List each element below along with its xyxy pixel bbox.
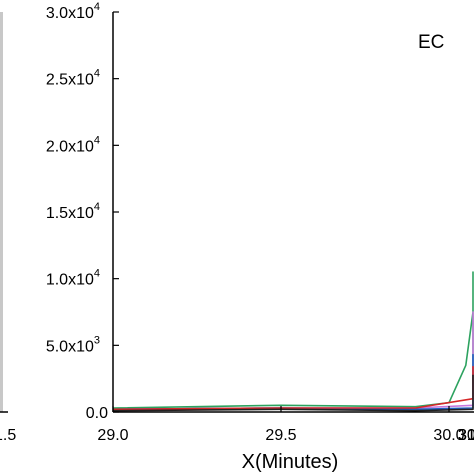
x-axis: 29.0 29.5 30.030.531.031.	[97, 406, 474, 444]
series-line-0	[112, 271, 474, 409]
y-tick-label-2: 1.0x104	[46, 268, 100, 289]
series-line-1	[112, 311, 474, 411]
y-axis: 0.0 5.0x103 1.0x104 1.5x104 2.0x104 2.5x104 3.…	[46, 1, 119, 422]
plot-area: 0.0 5.0x103 1.0x104 1.5x104 2.0x104 2.5x104 3.…	[46, 1, 474, 444]
series-layer	[112, 271, 474, 412]
series-line-4	[112, 374, 474, 412]
y-tick-label-3: 1.5x104	[46, 201, 100, 222]
panel-label: EC	[418, 32, 444, 53]
x-tick-label-0: 29.0	[97, 427, 128, 444]
series-line-2	[112, 353, 474, 411]
y-tick-label-1: 5.0x103	[46, 334, 100, 355]
left-panel-axis-fragment	[0, 12, 3, 412]
left-panel-tick-label: 1.5	[0, 427, 16, 444]
y-tick-label-0: 0.0	[86, 405, 108, 422]
y-tick-label-4: 2.0x104	[46, 134, 100, 155]
x-tick-label-4: 31.0	[458, 427, 474, 444]
x-axis-title: X(Minutes)	[242, 451, 339, 473]
y-tick-label-6: 3.0x104	[46, 1, 100, 22]
x-tick-label-1: 29.5	[265, 427, 296, 444]
x-tick-label-2: 30.0	[433, 427, 464, 444]
series-line-3	[112, 365, 474, 411]
x-tick-label-3: 30.5	[458, 427, 474, 444]
x-tick-label-5: 31.	[458, 427, 474, 444]
y-tick-label-5: 2.5x104	[46, 68, 100, 89]
